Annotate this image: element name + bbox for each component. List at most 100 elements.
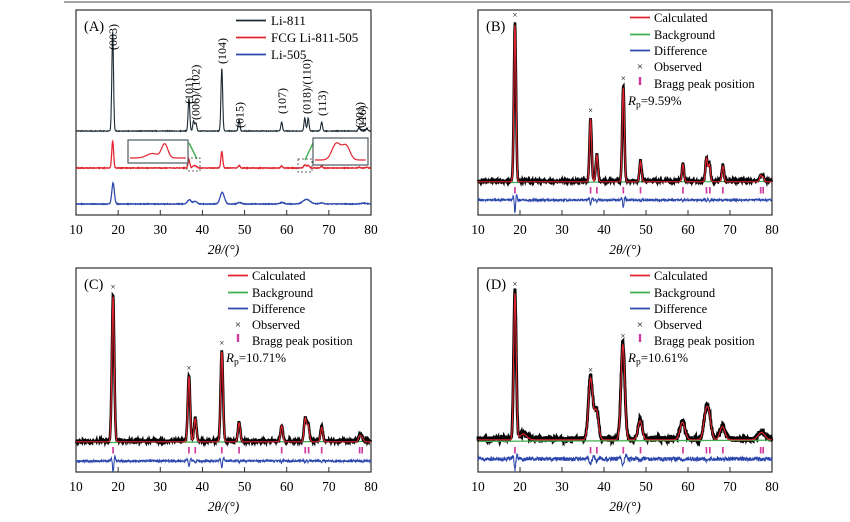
plot-frame [75,9,372,216]
legend-label: Calculated [654,11,708,25]
rp-subscript: p [636,101,641,111]
panel-label: (C) [84,277,104,293]
x-tick-label: 10 [471,479,485,494]
panel-b: 10 20 30 40 50 60 70 80 2θ/(°) (B) × × × Calculated Ba… [471,9,779,257]
x-tick-label: 50 [238,222,252,237]
inset-magnified-curve [130,143,186,159]
legend-marker-cross: × [235,319,241,331]
x-tick-label: 20 [111,222,125,237]
inset-magnified-box [312,137,369,166]
inset-magnified-curve [315,142,366,161]
x-tick-label: 80 [765,222,779,237]
panel-a: 10 20 30 40 50 60 70 80 2θ/(°) (A) (003) (101)(006)… [69,9,378,257]
difference-curve [477,452,773,472]
legend-label: Difference [654,302,708,316]
observed-marker: × [621,74,626,84]
calculated-curve [76,296,371,443]
rp-subscript: p [636,358,641,368]
rp-value: =9.59% [641,93,682,108]
x-tick-label: 80 [364,222,378,237]
legend-marker-cross: × [637,319,643,331]
rp-value-label: Rp=9.59% [627,93,682,111]
x-tick-label: 20 [513,479,527,494]
observed-marker: × [620,331,625,341]
xrd-pattern-li-811 [75,31,372,133]
observed-curve [476,288,774,448]
legend-label: Observed [252,318,301,332]
rp-subscript: p [234,358,239,368]
legend-label: Observed [654,60,703,74]
legend-label: Bragg peak position [654,334,755,348]
x-tick-label: 40 [196,222,210,237]
panel-d: 10 20 30 40 50 60 70 80 2θ/(°) (D) × × × Calculated Ba… [471,267,779,514]
x-axis-label: 2θ/(°) [609,499,641,514]
x-axis-label: 2θ/(°) [208,499,240,514]
legend-marker-tick [638,77,642,85]
x-tick-label: 50 [238,479,252,494]
x-tick-label: 60 [681,222,695,237]
x-tick-label: 80 [364,479,378,494]
x-tick-label: 40 [196,479,210,494]
calculated-curve [478,293,772,441]
inset-source-region-box [186,157,201,172]
legend-label: Observed [654,318,703,332]
miller-index-label: (116) [355,105,369,131]
legend-label: Li-811 [271,13,306,28]
background-curve [478,180,772,184]
x-tick-label: 10 [471,222,485,237]
rp-value-label: Rp=10.61% [627,350,688,368]
x-tick-label: 40 [597,222,611,237]
observed-marker: × [588,105,593,115]
x-tick-label: 30 [555,479,569,494]
x-tick-label: 80 [765,479,779,494]
observed-marker: × [588,365,593,375]
legend-label: Difference [252,302,306,316]
rp-value: =10.71% [239,350,287,365]
legend-label: Bragg peak position [654,77,755,91]
inset-magnified-box [127,139,189,164]
miller-index-label: (015) [232,102,246,128]
x-tick-label: 30 [154,479,168,494]
xrd-pattern-li-505 [76,181,372,206]
rp-symbol: R [627,350,636,365]
miller-index-label: (201) [352,102,366,128]
legend-marker-tick [236,334,240,342]
x-tick-label: 70 [723,222,737,237]
x-tick-label: 50 [639,222,653,237]
x-axis-label: 2θ/(°) [609,242,641,257]
x-axis-label: 2θ/(°) [208,242,240,257]
observed-marker: × [186,363,191,373]
x-tick-label: 20 [513,222,527,237]
legend-marker-tick [638,334,642,342]
panel-label: (A) [84,19,104,35]
x-tick-label: 20 [111,479,125,494]
legend-label: Background [654,28,716,42]
observed-marker: × [111,282,116,292]
legend-label: FCG Li-811-505 [271,30,358,45]
x-tick-label: 30 [555,222,569,237]
plot-frame [477,267,773,473]
x-tick-label: 10 [69,222,83,237]
legend-marker-cross: × [637,61,643,73]
legend-label: Background [654,286,716,300]
miller-index-label: (101) [182,78,196,104]
x-tick-label: 70 [322,479,336,494]
xrd-pattern-fcg-li-811-505 [75,139,372,170]
observed-marker: × [512,10,517,20]
panel-label: (D) [486,277,506,293]
panel-label: (B) [486,19,506,35]
rp-value: =10.61% [641,350,689,365]
background-curve [478,439,772,442]
x-tick-label: 60 [280,222,294,237]
miller-index-label: (018)/(110) [299,59,313,114]
miller-index-label: (113) [315,90,329,116]
x-tick-label: 60 [280,479,294,494]
x-tick-label: 30 [154,222,168,237]
x-tick-label: 60 [681,479,695,494]
miller-index-label: (006)/(102) [189,65,203,120]
rp-symbol: R [225,350,234,365]
x-tick-label: 40 [597,479,611,494]
observed-marker: × [512,279,517,289]
rp-symbol: R [627,93,636,108]
